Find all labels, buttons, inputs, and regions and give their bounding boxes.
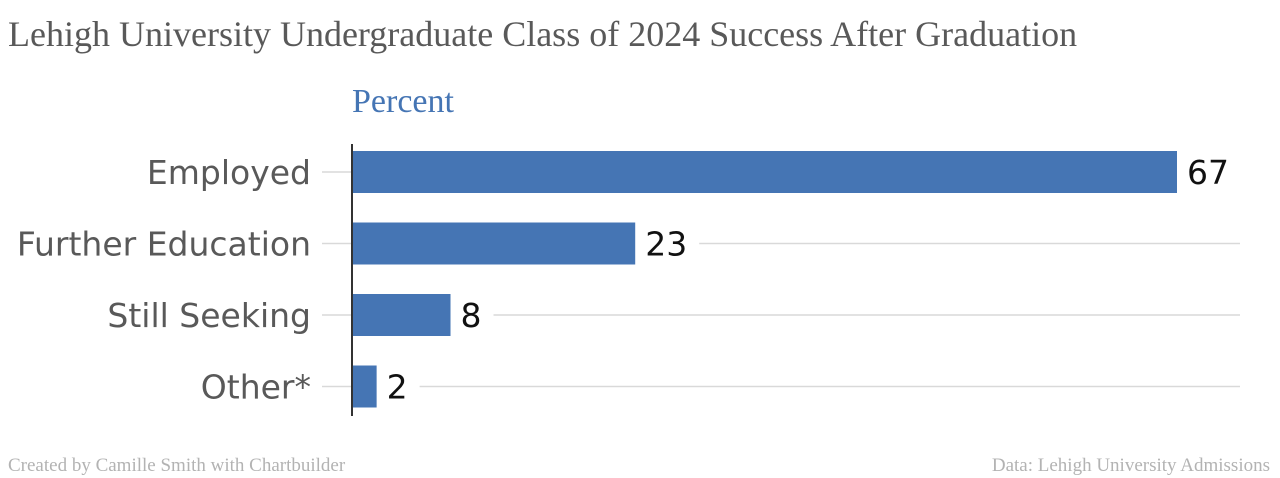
- value-label: 23: [645, 225, 687, 264]
- value-label: 67: [1187, 153, 1229, 192]
- value-label: 2: [387, 368, 408, 407]
- value-label: 8: [461, 296, 482, 335]
- category-label: Other*: [201, 368, 311, 407]
- bar-further-education: [352, 222, 636, 265]
- bar-employed: [352, 151, 1177, 193]
- category-label: Employed: [147, 153, 311, 192]
- category-label: Still Seeking: [107, 296, 311, 335]
- bar-still-seeking: [352, 294, 451, 336]
- plot-area: Employed 67 Further Education 23 Still Seeki…: [17, 151, 1240, 408]
- source-text: Data: Lehigh University Admissions: [992, 455, 1270, 476]
- credit-text: Created by Camille Smith with Chartbuild…: [8, 455, 346, 476]
- bar-other: [352, 365, 377, 408]
- unit-label: Percent: [352, 83, 455, 120]
- chart-title: Lehigh University Undergraduate Class of…: [8, 14, 1077, 54]
- category-label: Further Education: [17, 225, 311, 264]
